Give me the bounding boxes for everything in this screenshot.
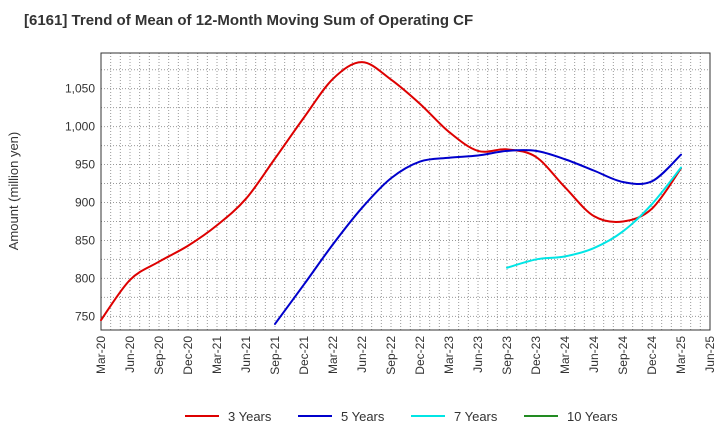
x-tick-label: Dec-20 — [181, 336, 195, 375]
x-tick-label: Jun-23 — [471, 336, 485, 373]
x-tick-label: Dec-22 — [413, 336, 427, 375]
legend-swatch — [411, 415, 445, 417]
x-tick-label: Sep-22 — [384, 336, 398, 375]
x-tick-label: Mar-25 — [674, 336, 688, 374]
legend: 3 Years 5 Years 7 Years 10 Years — [0, 406, 720, 426]
y-tick-label: 1,050 — [65, 82, 95, 96]
x-tick-label: Mar-22 — [326, 336, 340, 374]
legend-swatch — [298, 415, 332, 417]
x-tick-label: Jun-20 — [123, 336, 137, 373]
legend-swatch — [185, 415, 219, 417]
series-line-5-years — [274, 149, 682, 325]
x-tick-label: Mar-24 — [558, 336, 572, 374]
x-tick-label: Dec-23 — [529, 336, 543, 375]
legend-item-3-years: 3 Years — [185, 406, 271, 426]
x-tick-label: Sep-21 — [268, 336, 282, 375]
x-tick-label: Dec-21 — [297, 336, 311, 375]
x-tick-label: Mar-21 — [210, 336, 224, 374]
y-tick-label: 750 — [75, 309, 95, 323]
y-tick-label: 800 — [75, 271, 95, 285]
y-axis-ticks: 750 800 850 900 950 1,000 1,050 — [65, 82, 95, 324]
legend-swatch — [524, 415, 558, 417]
series-line-7-years — [506, 166, 682, 269]
x-tick-label: Jun-22 — [355, 336, 369, 373]
legend-item-5-years: 5 Years — [298, 406, 384, 426]
series-lines — [100, 61, 682, 325]
legend-label: 10 Years — [567, 408, 618, 424]
x-tick-label: Sep-20 — [152, 336, 166, 375]
legend-label: 5 Years — [341, 408, 385, 424]
x-tick-label: Sep-24 — [616, 336, 630, 375]
plot-area — [101, 53, 710, 330]
y-tick-label: 950 — [75, 158, 95, 172]
series-line-3-years — [100, 61, 682, 322]
y-tick-label: 1,000 — [65, 120, 95, 134]
y-tick-label: 850 — [75, 233, 95, 247]
x-tick-label: Mar-23 — [442, 336, 456, 374]
x-tick-label: Jun-21 — [239, 336, 253, 373]
y-tick-label: 900 — [75, 196, 95, 210]
x-axis-ticks: Mar-20 Jun-20 Sep-20 Dec-20 Mar-21 Jun-21 Sep-… — [94, 336, 717, 375]
x-tick-label: Jun-24 — [587, 336, 601, 373]
legend-item-7-years: 7 Years — [411, 406, 497, 426]
x-tick-label: Dec-24 — [645, 336, 659, 375]
x-tick-label: Mar-20 — [94, 336, 108, 374]
y-axis-label: Amount (million yen) — [6, 132, 21, 251]
grid-lines — [101, 53, 710, 330]
legend-label: 7 Years — [454, 408, 498, 424]
chart-title: [6161] Trend of Mean of 12-Month Moving … — [24, 12, 474, 29]
legend-item-10-years: 10 Years — [524, 406, 618, 426]
plot-border — [100, 52, 711, 331]
legend-label: 3 Years — [228, 408, 272, 424]
x-tick-label: Jun-25 — [703, 336, 717, 373]
x-tick-label: Sep-23 — [500, 336, 514, 375]
